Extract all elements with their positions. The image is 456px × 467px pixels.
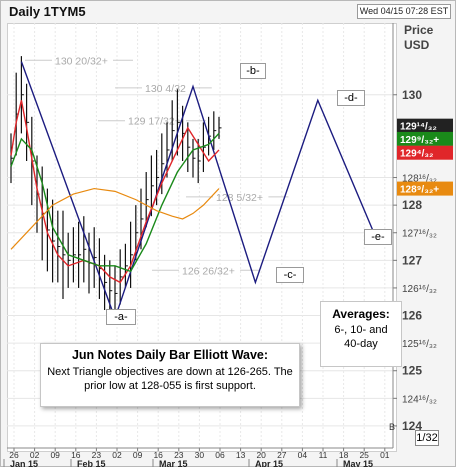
price-axis-header: Price USD	[404, 23, 433, 53]
x-month-label: May 15	[343, 459, 373, 467]
b-marker: B	[389, 422, 396, 432]
wave-label-e: -e-	[364, 229, 392, 245]
y-tick-label: 124	[402, 419, 422, 433]
price-tag	[397, 131, 453, 146]
x-month-label: Feb 15	[77, 459, 106, 467]
chart-title: Daily 1TYM5	[9, 4, 86, 19]
price-tag-label: 129⁹/₃₂+	[400, 135, 439, 146]
x-tick-label: 04	[298, 450, 308, 460]
timestamp-box: Wed 04/15 07:28 EST	[357, 4, 451, 19]
x-tick-label: 27	[277, 450, 287, 460]
wave-label-c: -c-	[276, 267, 304, 283]
x-month-label: Apr 15	[255, 459, 283, 467]
price-tag-label: 129¹⁴/₃₂	[400, 122, 437, 133]
y-tick-label: 126	[402, 309, 422, 323]
x-tick-label: 02	[30, 450, 40, 460]
y-tick-label: 124¹⁶/₃₂	[402, 394, 437, 405]
averages-legend: Averages: 6-, 10- and 40-day	[320, 301, 402, 367]
x-tick-label: 11	[319, 450, 328, 460]
callout-body: Next Triangle objectives are down at 126…	[47, 366, 293, 392]
x-tick-label: 23	[92, 450, 102, 460]
y-tick-label: 125¹⁶/₃₂	[402, 339, 437, 350]
x-tick-label: 25	[359, 450, 369, 460]
x-tick-label: 18	[339, 450, 349, 460]
x-tick-label: 20	[256, 450, 266, 460]
level-label: 130 20/32+	[55, 55, 108, 67]
y-tick-label: 126¹⁶/₃₂	[402, 284, 437, 295]
x-tick-label: 16	[71, 450, 81, 460]
y-tick-label: 127	[402, 253, 422, 267]
x-month-label: Jan 15	[10, 459, 38, 467]
x-tick-label: 06	[215, 450, 225, 460]
currency-label: USD	[404, 38, 430, 52]
price-tag-label: 128⁹/₃₂+	[400, 185, 439, 196]
averages-line2: 40-day	[344, 338, 378, 350]
level-label: 130 4/32	[145, 83, 186, 95]
y-tick-label: 127¹⁶/₃₂	[402, 229, 437, 240]
price-tag	[397, 181, 453, 196]
wave-label-d: -d-	[337, 90, 365, 106]
elliott-wave-line	[20, 61, 376, 321]
x-tick-label: 09	[50, 450, 60, 460]
averages-line1: 6-, 10- and	[334, 324, 388, 336]
price-tag-label: 129⁴/₃₂	[400, 149, 433, 160]
level-label: 128 5/32+	[216, 192, 263, 204]
x-tick-label: 13	[236, 450, 246, 460]
level-label: 129 17/32+	[128, 116, 181, 128]
wave-label-b: -b-	[240, 63, 266, 79]
y-tick-label: 130	[402, 88, 422, 102]
averages-title: Averages:	[332, 307, 390, 321]
x-tick-label: 02	[112, 450, 122, 460]
price-tag	[397, 118, 453, 133]
price-tag	[397, 145, 453, 160]
x-tick-label: 30	[195, 450, 205, 460]
averages-body: 6-, 10- and 40-day	[321, 323, 401, 351]
level-label: 126 26/32+	[182, 265, 235, 277]
sma-line-40	[10, 187, 220, 250]
y-tick-label: 128¹⁶/₃₂	[402, 174, 437, 185]
y-tick-label: 125	[402, 364, 422, 378]
x-tick-label: 09	[133, 450, 143, 460]
callout-title: Jun Notes Daily Bar Elliott Wave:	[71, 348, 269, 362]
price-label: Price	[404, 23, 434, 37]
y-tick-label: 128	[402, 198, 422, 212]
elliott-wave-callout: Jun Notes Daily Bar Elliott Wave: Next T…	[40, 343, 300, 407]
x-month-label: Mar 15	[159, 459, 188, 467]
x-tick-label: 01	[380, 450, 390, 460]
fraction-button[interactable]: 1/32	[415, 430, 439, 446]
x-tick-label: 23	[174, 450, 184, 460]
x-tick-label: 26	[9, 450, 19, 460]
wave-label-a: -a-	[106, 309, 136, 325]
sma-line-10	[10, 132, 220, 273]
x-tick-label: 16	[153, 450, 163, 460]
